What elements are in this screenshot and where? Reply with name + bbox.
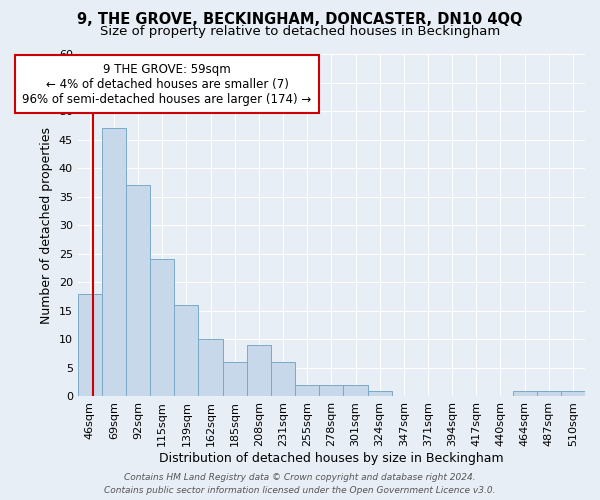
Bar (199, 340, 223, 396)
Bar (175, 305, 199, 396)
Bar (77, 294, 102, 397)
X-axis label: Distribution of detached houses by size in Beckingham: Distribution of detached houses by size … (159, 452, 503, 465)
Bar (319, 385, 343, 396)
Text: 9 THE GROVE: 59sqm
← 4% of detached houses are smaller (7)
96% of semi-detached : 9 THE GROVE: 59sqm ← 4% of detached hous… (22, 62, 312, 106)
Bar (295, 385, 319, 396)
Bar (223, 362, 247, 396)
Bar (368, 391, 392, 396)
Bar (150, 260, 175, 396)
Bar (536, 391, 561, 396)
Bar (561, 391, 585, 396)
Bar (512, 391, 536, 396)
Bar (126, 186, 150, 396)
Bar (271, 362, 295, 396)
Text: Contains HM Land Registry data © Crown copyright and database right 2024.
Contai: Contains HM Land Registry data © Crown c… (104, 473, 496, 495)
Bar (102, 128, 126, 396)
Bar (343, 385, 368, 396)
Text: Size of property relative to detached houses in Beckingham: Size of property relative to detached ho… (100, 25, 500, 38)
Text: 9, THE GROVE, BECKINGHAM, DONCASTER, DN10 4QQ: 9, THE GROVE, BECKINGHAM, DONCASTER, DN1… (77, 12, 523, 28)
Y-axis label: Number of detached properties: Number of detached properties (40, 126, 53, 324)
Bar (247, 345, 271, 397)
